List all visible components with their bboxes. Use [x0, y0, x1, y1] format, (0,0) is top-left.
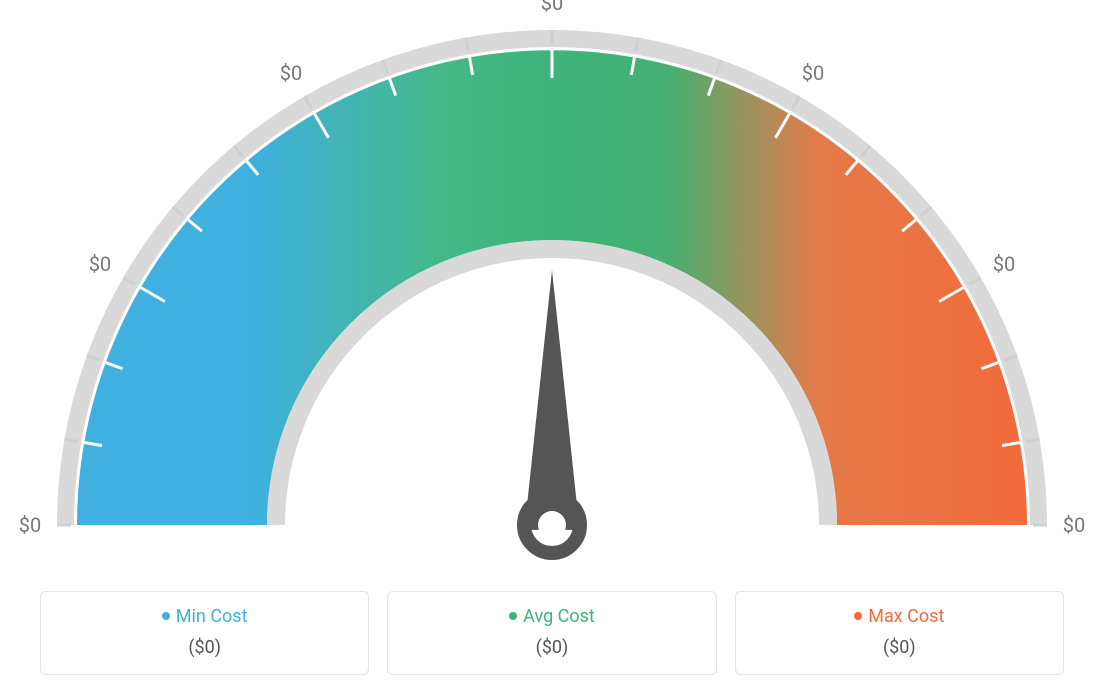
legend-label-avg: Avg Cost	[523, 606, 595, 627]
legend-row: Min Cost ($0) Avg Cost ($0) Max Cost ($0…	[40, 591, 1064, 675]
legend-title-max: Max Cost	[746, 606, 1053, 627]
gauge-scale-label: $0	[19, 513, 41, 537]
legend-dot-avg	[509, 612, 517, 620]
legend-title-min: Min Cost	[51, 606, 358, 627]
gauge-scale-label: $0	[541, 0, 563, 15]
gauge-scale-label: $0	[1063, 513, 1085, 537]
gauge-scale-label: $0	[993, 252, 1015, 276]
legend-label-max: Max Cost	[868, 606, 944, 627]
gauge-svg: $0 $0 $0 $0 $0 $0 $0	[0, 0, 1104, 570]
legend-value-avg: ($0)	[398, 637, 705, 658]
legend-title-avg: Avg Cost	[398, 606, 705, 627]
legend-dot-min	[162, 612, 170, 620]
gauge-needle-hub-hole	[538, 511, 566, 539]
legend-value-max: ($0)	[746, 637, 1053, 658]
legend-dot-max	[854, 612, 862, 620]
gauge-scale-label: $0	[280, 61, 302, 85]
gauge-area: $0 $0 $0 $0 $0 $0 $0	[0, 0, 1104, 560]
legend-value-min: ($0)	[51, 637, 358, 658]
gauge-scale-label: $0	[802, 61, 824, 85]
legend-label-min: Min Cost	[176, 606, 248, 627]
gauge-chart-container: $0 $0 $0 $0 $0 $0 $0 Min Cost ($0) Avg Cost ($…	[0, 0, 1104, 690]
gauge-scale-label: $0	[89, 252, 111, 276]
legend-card-max: Max Cost ($0)	[735, 591, 1064, 675]
legend-card-avg: Avg Cost ($0)	[387, 591, 716, 675]
legend-card-min: Min Cost ($0)	[40, 591, 369, 675]
